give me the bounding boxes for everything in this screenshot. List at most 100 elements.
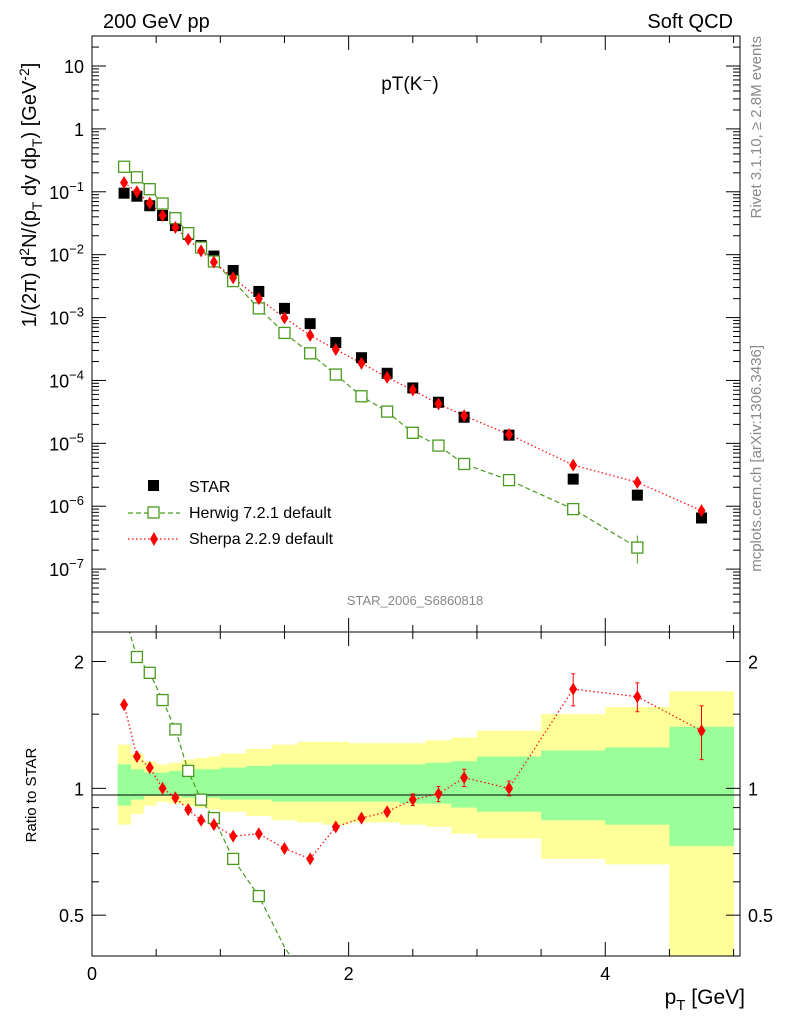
- sherpa-ratio-point: [171, 791, 180, 805]
- main-ytick-label: 10−2: [49, 242, 84, 266]
- herwig-point: [502, 473, 516, 487]
- chart-title: pT(K⁻): [381, 74, 439, 95]
- sherpa-point: [357, 356, 366, 370]
- sherpa-ratio-point: [505, 781, 514, 795]
- legend-label-sherpa: Sherpa 2.2.9 default: [189, 531, 334, 548]
- herwig-point: [406, 426, 419, 439]
- herwig-point: [380, 405, 394, 418]
- sherpa-ratio-point: [434, 787, 443, 801]
- sherpa-point: [158, 208, 167, 222]
- header-right: Soft QCD: [647, 11, 733, 33]
- herwig-point: [457, 457, 471, 471]
- sherpa-ratio-point: [120, 698, 129, 712]
- star-point: [304, 318, 316, 330]
- herwig-ratio-point: [194, 793, 208, 806]
- sherpa-ratio-point: [357, 811, 366, 825]
- herwig-ratio-point: [182, 764, 195, 778]
- herwig-point: [143, 183, 156, 196]
- ratio-ytick-label-right: 0.5: [748, 906, 773, 926]
- band-inner: [322, 764, 350, 802]
- sherpa-point: [184, 232, 193, 246]
- sherpa-ratio-point: [184, 803, 193, 817]
- sherpa-point: [209, 255, 218, 269]
- x-axis-label: pT [GeV]: [665, 986, 745, 1014]
- sherpa-ratio-point: [280, 841, 289, 855]
- herwig-ratio-point: [169, 723, 182, 736]
- star-point: [118, 187, 130, 199]
- band-inner: [271, 764, 298, 802]
- ratio-panel: 0.5 0.5 1 1 2 2 0 2 4 Ratio to STAR pT [GeV]: [23, 631, 773, 1014]
- ratio-xtick-label: 0: [87, 964, 97, 984]
- sherpa-point: [569, 458, 578, 472]
- herwig-point: [432, 439, 445, 452]
- star-point: [278, 302, 290, 314]
- herwig-point: [567, 502, 580, 516]
- legend-label-star: STAR: [189, 479, 230, 496]
- ratio-clipped-group: [120, 632, 706, 956]
- herwig-point: [329, 368, 342, 381]
- band-inner: [541, 750, 606, 821]
- sherpa-point: [229, 271, 238, 285]
- ratio-ytick-label-right: 2: [748, 653, 758, 673]
- band-inner: [168, 770, 183, 796]
- sherpa-ratio-point: [633, 690, 642, 704]
- side-label-mcplots: mcplots.cern.ch [arXiv:1306.3436]: [748, 345, 765, 572]
- main-ytick-label: 10−3: [49, 305, 84, 329]
- legend-marker-sherpa: [150, 532, 158, 546]
- y-axis-label-ratio: Ratio to STAR: [23, 747, 40, 842]
- sherpa-point: [132, 185, 141, 199]
- herwig-point: [278, 326, 291, 340]
- herwig-point: [355, 390, 368, 403]
- legend-label-herwig: Herwig 7.2.1 default: [189, 505, 332, 522]
- ratio-axis-ticks: 0.5 0.5 1 1 2 2 0 2 4: [59, 632, 773, 984]
- sherpa-ratio-point: [254, 827, 263, 841]
- sherpa-ratio-point: [408, 793, 417, 807]
- ratio-ytick-label: 2: [74, 653, 84, 673]
- sherpa-point: [460, 409, 469, 423]
- sherpa-point: [171, 221, 180, 235]
- sherpa-point: [120, 176, 129, 190]
- y-axis-label-main: 1/(2π) d2N/(pT dy dpT) [GeV-2]: [16, 63, 45, 328]
- side-label-rivet: Rivet 3.1.10, ≥ 2.8M events: [748, 36, 765, 219]
- herwig-point: [117, 160, 131, 173]
- ratio-frame: [91, 631, 741, 957]
- ratio-xtick-label: 2: [344, 964, 354, 984]
- herwig-ratio-line: [128, 632, 292, 956]
- herwig-ratio-point: [130, 650, 144, 664]
- sherpa-ratio-point: [383, 805, 392, 819]
- sherpa-ratio-point: [306, 852, 315, 866]
- ratio-series: [120, 632, 706, 956]
- herwig-ratio-point: [252, 889, 265, 903]
- band-inner: [245, 765, 273, 800]
- herwig-ratio-point: [143, 666, 156, 679]
- herwig-point: [130, 171, 144, 184]
- sherpa-point: [633, 475, 642, 489]
- ratio-xtick-label: 4: [600, 964, 610, 984]
- main-series: [117, 160, 708, 564]
- herwig-ratio-point: [226, 852, 240, 866]
- ratio-ytick-label: 1: [74, 779, 84, 799]
- band-inner: [605, 747, 670, 825]
- sherpa-line: [123, 182, 702, 512]
- star-point: [696, 512, 708, 524]
- sherpa-point: [434, 397, 443, 411]
- legend-marker-herwig: [147, 506, 160, 519]
- sherpa-ratio-point: [229, 829, 238, 843]
- main-ytick-label: 10−4: [49, 367, 84, 391]
- herwig-point: [303, 347, 317, 360]
- band-inner: [143, 772, 157, 796]
- sherpa-point: [331, 343, 340, 357]
- sherpa-point: [505, 428, 514, 442]
- star-point: [253, 285, 265, 297]
- sherpa-ratio-point: [697, 724, 706, 738]
- herwig-point: [631, 541, 644, 554]
- sherpa-point: [197, 244, 206, 258]
- sherpa-ratio-point: [569, 682, 578, 696]
- main-axis-ticks: 10−7 10−6 10−5 10−4 10−3 10−2 10−1 1 10: [49, 35, 740, 632]
- band-inner: [348, 764, 375, 802]
- sherpa-ratio-point: [158, 781, 167, 795]
- band-inner: [194, 769, 208, 798]
- sherpa-point: [145, 196, 154, 210]
- sherpa-point: [254, 292, 263, 306]
